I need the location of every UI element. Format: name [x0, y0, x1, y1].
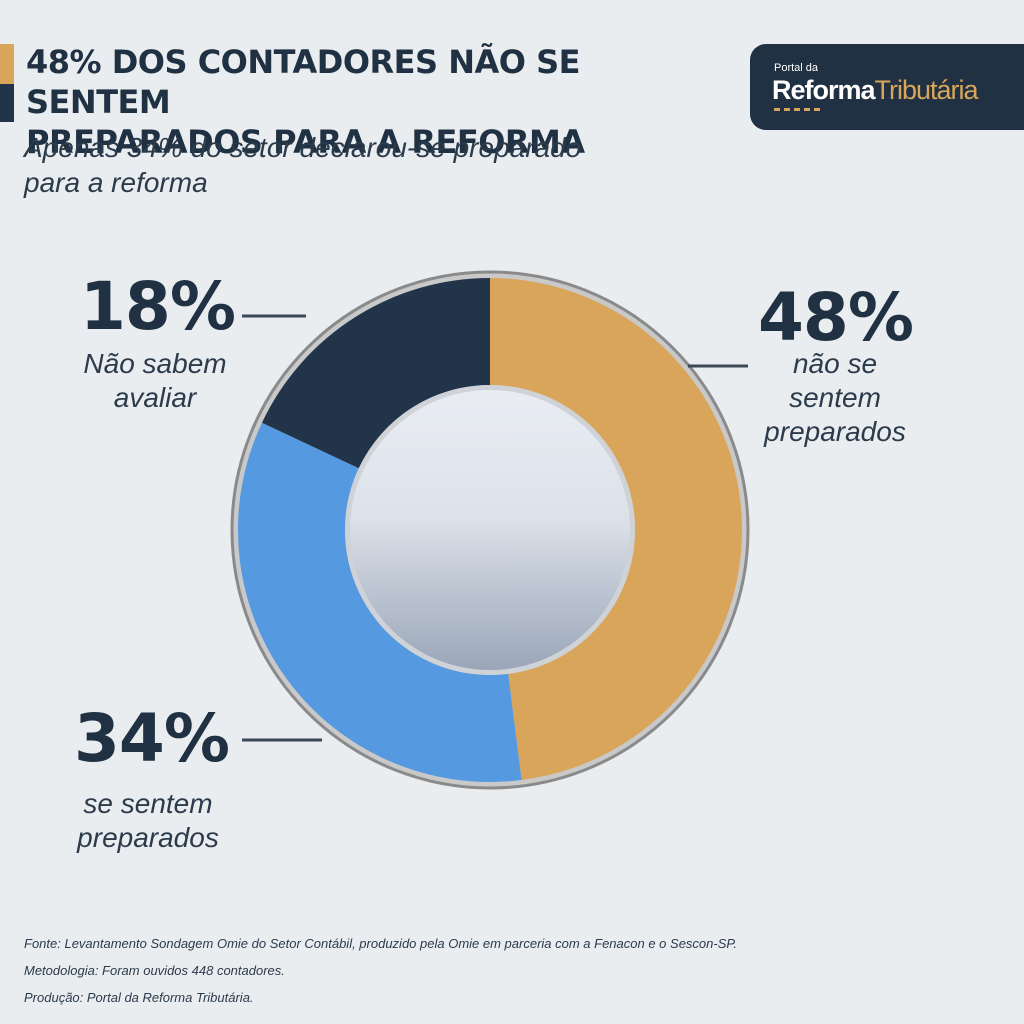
slice-label-48-line2: sentem	[789, 382, 881, 413]
slice-label-48-line3: preparados	[764, 416, 906, 447]
donut-slice-18	[261, 278, 490, 469]
logo-dots-decoration	[774, 108, 822, 111]
slice-label-desc-48: não se sentem preparados	[745, 347, 925, 449]
slice-label-pct-34: 34%	[74, 700, 230, 777]
logo-text-bold: Reforma	[772, 75, 876, 105]
subtitle-line-1: Apenas 34% do setor declarou-se preparad…	[24, 132, 582, 163]
footer-methodology: Metodologia: Foram ouvidos 448 contadore…	[24, 963, 285, 978]
slice-label-desc-18: Não sabem avaliar	[60, 347, 250, 415]
slice-label-34-line2: preparados	[77, 822, 219, 853]
logo-small-text: Portal da	[774, 62, 819, 74]
donut-slices	[237, 278, 743, 783]
slice-label-desc-34: se sentem preparados	[60, 787, 236, 855]
portal-logo: Portal da ReformaTributária	[750, 44, 1024, 130]
footer-source: Fonte: Levantamento Sondagem Omie do Set…	[24, 936, 737, 951]
logo-main-text: ReformaTributária	[772, 75, 979, 106]
slice-label-18-line2: avaliar	[113, 382, 197, 413]
logo-text-light: Tributária	[874, 75, 979, 105]
chart-title: 48% DOS CONTADORES NÃO SE SENTEM PREPARA…	[26, 42, 726, 162]
donut-slice-34	[237, 422, 522, 783]
slice-label-34-line1: se sentem	[83, 788, 213, 819]
title-accent-gold	[0, 44, 14, 84]
slice-label-18-line1: Não sabem	[83, 348, 227, 379]
slice-label-48-line1: não se	[792, 348, 878, 379]
slice-label-pct-18: 18%	[80, 268, 236, 345]
title-line-1: 48% DOS CONTADORES NÃO SE SENTEM	[26, 43, 581, 121]
subtitle-line-2: para a reforma	[24, 167, 208, 198]
donut-hole	[350, 390, 630, 670]
slice-label-pct-48: 48%	[758, 279, 914, 356]
chart-subtitle: Apenas 34% do setor declarou-se preparad…	[24, 130, 704, 200]
footer-production: Produção: Portal da Reforma Tributária.	[24, 990, 254, 1005]
donut-slice-48	[490, 278, 743, 781]
title-line-2: PREPARADOS PARA A REFORMA	[26, 123, 585, 161]
title-accent-navy	[0, 84, 14, 122]
